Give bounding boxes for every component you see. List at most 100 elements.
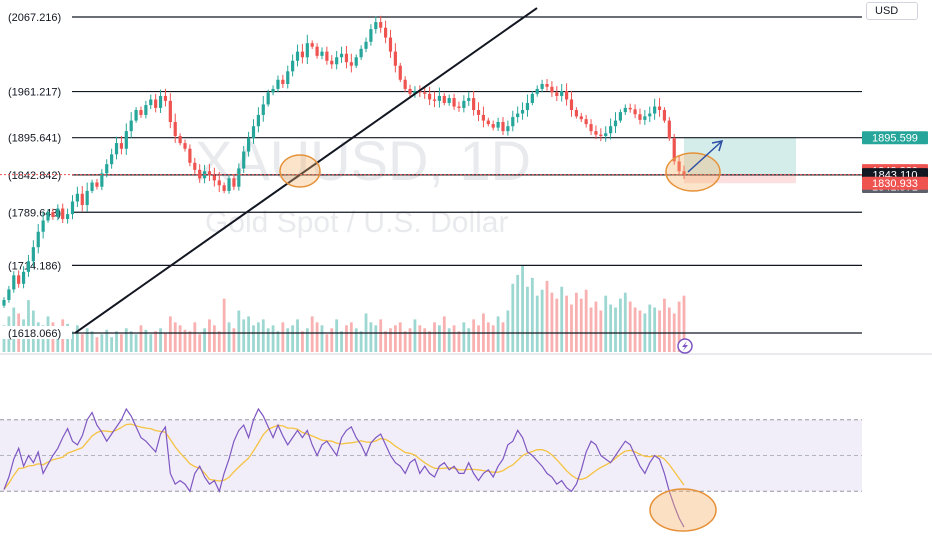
candle-body [31, 247, 35, 262]
candle-body [251, 126, 256, 139]
candle-body [335, 57, 339, 65]
price-tag: 1830.933 [862, 176, 928, 190]
position-loss-zone[interactable] [684, 174, 796, 184]
candle-body [354, 57, 358, 66]
rsi-pane[interactable] [0, 407, 862, 532]
volume-bar [242, 319, 246, 352]
support-touch-highlight[interactable] [665, 152, 721, 192]
volume-bar [354, 328, 358, 352]
volume-bar [433, 322, 436, 352]
volume-bar [75, 325, 79, 352]
candle-body [662, 110, 667, 121]
candle-body [168, 100, 172, 122]
candle-body [2, 299, 6, 306]
fib-level-label: (1895.641) [8, 133, 61, 145]
candle-body [574, 110, 578, 117]
projection-arrow[interactable] [687, 141, 722, 173]
volume-bar [320, 325, 324, 352]
volume-bar [247, 316, 251, 352]
volume-bar [340, 331, 343, 352]
volume-bar [310, 316, 314, 352]
candle-body [525, 102, 530, 111]
candlesticks [2, 15, 686, 308]
candle-body [457, 106, 461, 108]
ascending-trendline[interactable] [74, 7, 538, 334]
volume-bar [129, 331, 133, 352]
volume-bar [447, 328, 451, 352]
volume-bar [609, 304, 613, 352]
price-tag-label: 1830.933 [872, 178, 918, 190]
fib-level-label-bg [0, 10, 72, 23]
candle-body [506, 126, 510, 132]
volume-bar [374, 325, 378, 352]
candle-body [286, 71, 290, 84]
volume-bar [315, 322, 319, 352]
volume-bar [565, 295, 568, 352]
candle-body [188, 148, 192, 163]
candle-body [21, 271, 26, 284]
candle-body [432, 99, 437, 101]
currency-selector[interactable]: USD [866, 2, 918, 20]
price-tag: 1895.599 [862, 131, 928, 145]
lightning-icon[interactable] [677, 338, 693, 354]
rsi-oversold-highlight[interactable] [649, 488, 717, 532]
volume-bar [212, 325, 216, 352]
fib-level-label: (1842.842) [8, 170, 61, 182]
candle-body [70, 201, 75, 215]
candle-body [12, 275, 16, 290]
fib-level-label-bg [0, 326, 72, 339]
candle-body [261, 104, 265, 115]
candle-body [437, 95, 441, 101]
candle-body [310, 43, 314, 47]
rsi-line [3, 407, 685, 528]
volume-bar [663, 298, 666, 352]
candle-body [173, 121, 177, 137]
volume-bar [413, 319, 417, 352]
volume-bar [550, 292, 554, 352]
volume-bar [614, 307, 617, 352]
candle-body [149, 99, 153, 106]
volume-bar [545, 280, 549, 352]
volume-bar [335, 319, 339, 352]
candle-body [511, 117, 515, 127]
candle-body [623, 107, 627, 113]
volume-bar [628, 301, 632, 352]
rsi-moving-average-line [3, 423, 685, 490]
candle-body [247, 138, 251, 152]
volume-bar [134, 334, 138, 352]
candle-body [56, 208, 60, 217]
volume-bar [173, 322, 177, 352]
volume-bar [555, 298, 559, 352]
volume-bar [570, 304, 573, 352]
candle-body [657, 106, 662, 111]
volume-bar [90, 331, 94, 352]
volume-bar [369, 322, 373, 352]
volume-bar [100, 334, 104, 352]
candle-body [408, 88, 412, 94]
candle-body [51, 212, 55, 217]
fib-levels[interactable]: (2067.216) (1961.217) (1895.641) (1842.842)… [0, 10, 862, 340]
volume-bar [623, 292, 627, 352]
candle-body [276, 79, 280, 89]
candle-body [643, 116, 647, 120]
volume-bar [120, 334, 123, 352]
candle-body [633, 109, 637, 115]
candle-body [638, 114, 642, 120]
candle-body [403, 79, 407, 89]
volume-bar [560, 286, 564, 352]
candle-body [41, 220, 45, 232]
volume-bar [256, 322, 260, 352]
price-tag-bg [862, 131, 928, 145]
candle-body [227, 178, 231, 191]
trend-touch-highlight[interactable] [279, 154, 321, 188]
volume-bar [486, 322, 490, 352]
volume-bar [144, 329, 148, 352]
candle-body [579, 116, 583, 120]
volume-bar [56, 328, 60, 352]
position-profit-zone[interactable] [684, 137, 796, 175]
volume-bar [379, 319, 383, 352]
fib-level-label-bg [0, 84, 72, 98]
candle-body [212, 175, 216, 181]
volume-bar [325, 334, 329, 352]
